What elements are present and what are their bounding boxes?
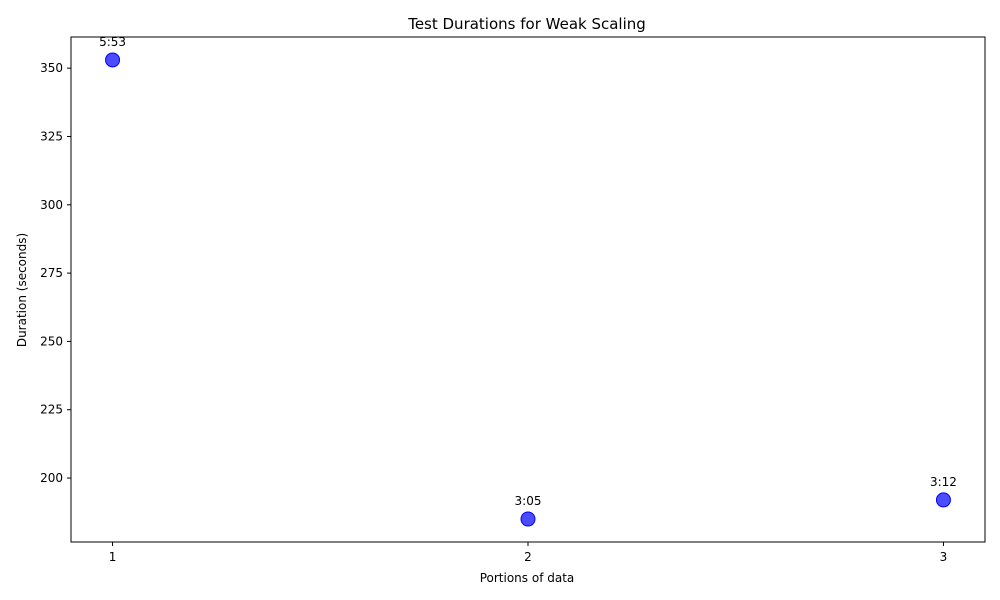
data-point	[520, 511, 536, 527]
x-tick-label: 2	[524, 550, 532, 564]
data-labels: 5:53 3:05 3:12	[99, 35, 957, 508]
x-tick-label: 3	[940, 550, 948, 564]
data-points	[105, 52, 951, 527]
plot-area	[70, 36, 986, 543]
data-point-label: 3:12	[930, 475, 957, 489]
x-tick-label: 1	[109, 550, 117, 564]
y-tick-label: 325	[40, 129, 63, 143]
y-tick-label: 300	[40, 198, 63, 212]
plot-frame	[70, 36, 986, 543]
y-tick-label: 225	[40, 403, 63, 417]
x-axis: 1 2 3	[109, 542, 948, 564]
data-point-label: 3:05	[515, 494, 542, 508]
y-tick-label: 200	[40, 471, 63, 485]
y-tick-label: 275	[40, 266, 63, 280]
data-point	[935, 492, 951, 508]
y-tick-label: 250	[40, 334, 63, 348]
y-tick-label: 350	[40, 61, 63, 75]
data-point	[105, 52, 121, 68]
x-axis-label: Portions of data	[480, 571, 575, 585]
chart-title: Test Durations for Weak Scaling	[407, 15, 646, 33]
data-point-label: 5:53	[99, 35, 126, 49]
y-axis-label: Duration (seconds)	[15, 233, 29, 347]
y-axis: 200 225 250 275 300 325 350	[40, 61, 71, 485]
